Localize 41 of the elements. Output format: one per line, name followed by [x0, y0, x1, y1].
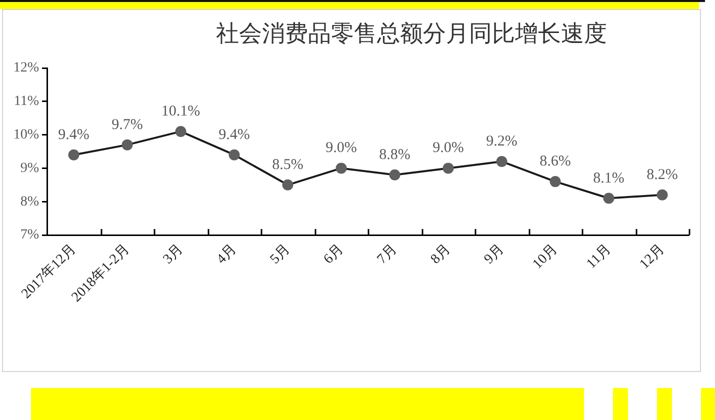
data-label: 9.4%: [58, 126, 90, 143]
y-tick-label: 11%: [14, 94, 40, 110]
point: [122, 139, 133, 150]
point: [603, 192, 614, 204]
x-tick-label: 11月: [584, 242, 614, 272]
chart-title: 社会消费品零售总额分月同比增长速度: [216, 21, 607, 47]
point: [550, 176, 561, 188]
point: [389, 169, 400, 180]
data-label: 8.2%: [646, 166, 678, 183]
data-label: 10.1%: [161, 103, 200, 120]
x-tick-label: 5月: [268, 242, 294, 268]
x-tick-label: 10月: [530, 242, 561, 272]
point: [68, 149, 80, 160]
data-label: 8.5%: [272, 156, 304, 173]
point: [656, 189, 668, 200]
y-tick-label: 8%: [20, 194, 40, 210]
x-tick-label: 3月: [160, 242, 186, 268]
x-tick-label: 6月: [321, 242, 347, 268]
x-tick-label: 4月: [214, 242, 240, 268]
x-tick-label: 7月: [374, 242, 400, 268]
data-label: 9.7%: [112, 116, 143, 133]
x-tick-label: 9月: [482, 242, 508, 268]
point: [442, 162, 454, 174]
y-tick-label: 7%: [20, 228, 40, 243]
y-tick-label: 10%: [13, 127, 40, 142]
data-label: 8.1%: [593, 170, 624, 186]
point: [282, 179, 294, 190]
point: [228, 149, 240, 160]
data-label: 8.8%: [379, 146, 410, 163]
x-tick-label: 12月: [637, 242, 668, 272]
x-tick-label: 8月: [428, 242, 454, 268]
point: [496, 156, 508, 168]
y-tick-label: 12%: [13, 60, 40, 76]
point: [336, 162, 347, 174]
data-label: 9.0%: [432, 140, 464, 156]
y-tick-label: 9%: [20, 160, 40, 176]
data-label: 9.0%: [326, 140, 357, 156]
point: [175, 126, 186, 137]
data-label: 9.2%: [486, 134, 518, 150]
data-label: 8.6%: [540, 154, 571, 170]
data-label: 9.4%: [218, 126, 250, 143]
